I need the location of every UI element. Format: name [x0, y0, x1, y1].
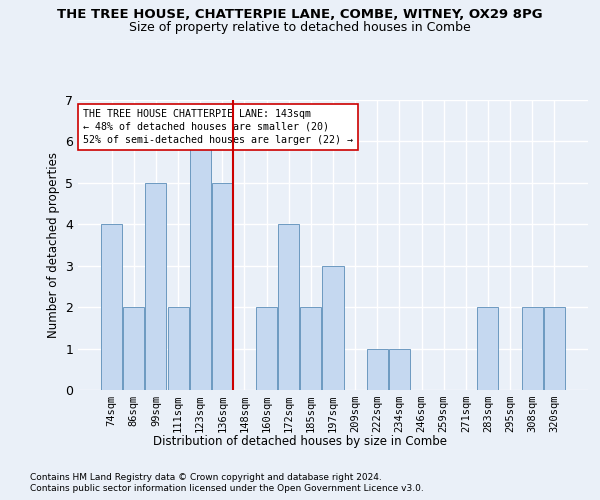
Bar	[145, 183, 166, 390]
Bar	[367, 348, 388, 390]
Text: Size of property relative to detached houses in Combe: Size of property relative to detached ho…	[129, 21, 471, 34]
Text: Contains public sector information licensed under the Open Government Licence v3: Contains public sector information licen…	[30, 484, 424, 493]
Bar	[521, 307, 542, 390]
Bar	[478, 307, 499, 390]
Bar	[544, 307, 565, 390]
Y-axis label: Number of detached properties: Number of detached properties	[47, 152, 59, 338]
Text: Contains HM Land Registry data © Crown copyright and database right 2024.: Contains HM Land Registry data © Crown c…	[30, 472, 382, 482]
Bar	[124, 307, 145, 390]
Bar	[190, 142, 211, 390]
Bar	[212, 183, 233, 390]
Bar	[167, 307, 188, 390]
Bar	[101, 224, 122, 390]
Bar	[278, 224, 299, 390]
Bar	[389, 348, 410, 390]
Text: THE TREE HOUSE, CHATTERPIE LANE, COMBE, WITNEY, OX29 8PG: THE TREE HOUSE, CHATTERPIE LANE, COMBE, …	[57, 8, 543, 20]
Text: Distribution of detached houses by size in Combe: Distribution of detached houses by size …	[153, 435, 447, 448]
Bar	[301, 307, 322, 390]
Text: THE TREE HOUSE CHATTERPIE LANE: 143sqm
← 48% of detached houses are smaller (20): THE TREE HOUSE CHATTERPIE LANE: 143sqm ←…	[83, 108, 353, 145]
Bar	[256, 307, 277, 390]
Bar	[322, 266, 344, 390]
